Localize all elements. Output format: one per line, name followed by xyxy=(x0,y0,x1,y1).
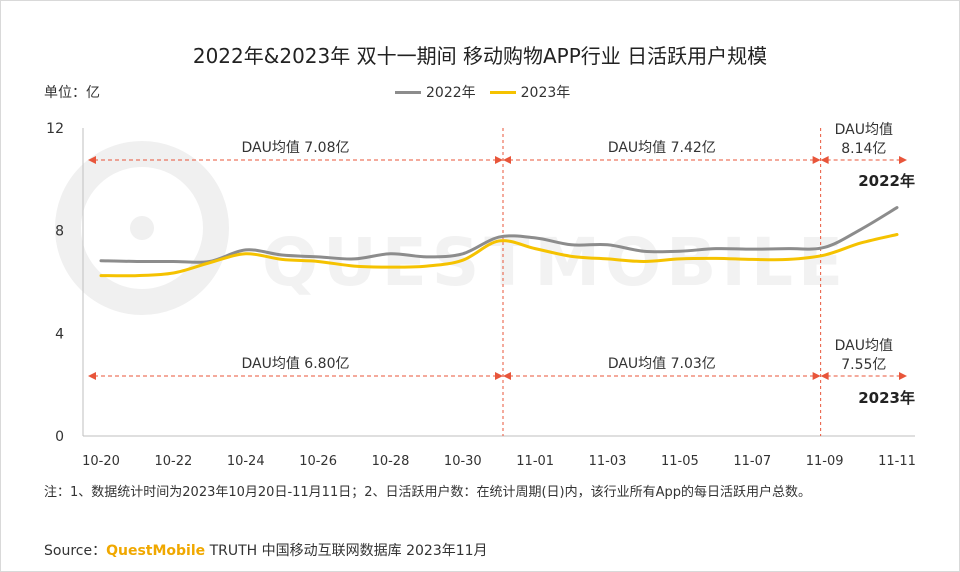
y-tick-label: 0 xyxy=(55,429,64,445)
period-mean-label-line: 7.55亿 xyxy=(841,357,886,373)
period-mean-label-bg xyxy=(233,355,358,373)
period-arrow-1-2023-arrow-left xyxy=(503,372,511,380)
period-mean-label-line: 8.14亿 xyxy=(841,141,886,157)
x-tick-label: 11-01 xyxy=(516,454,554,469)
x-tick-label: 11-05 xyxy=(661,454,699,469)
watermark-ring xyxy=(55,141,229,315)
axes: 0 4 8 12 10-20 10-22 10-24 10-26 10-28 10-30 11-01… xyxy=(46,121,916,469)
year-label-2023: 2023年 xyxy=(858,389,915,407)
series-lines xyxy=(99,206,899,278)
x-tick-label: 11-09 xyxy=(806,454,844,469)
period-mean-label-bg xyxy=(599,355,724,373)
period-mean-label: DAU均值 7.08亿 xyxy=(242,140,350,156)
period-mean-label: DAU均值 7.55亿 xyxy=(835,338,893,373)
watermark-text: QUESTMOBILE xyxy=(262,224,848,301)
period-mean-label-bg xyxy=(233,139,358,157)
x-tick-label: 10-24 xyxy=(227,454,265,469)
source-prefix: Source： xyxy=(44,543,107,559)
unit-label: 单位：亿 xyxy=(44,85,100,101)
period-mean-label: DAU均值 6.80亿 xyxy=(242,356,350,372)
period-arrow-2-2022-arrow-left xyxy=(820,156,829,164)
period-arrow-0-2023-arrow-right xyxy=(495,372,503,380)
legend-label-2023: 2023年 xyxy=(520,85,571,101)
period-mean-label: DAU均值 8.14亿 xyxy=(835,122,893,157)
legend-item-2022: 2022年 xyxy=(395,82,476,102)
x-tick-label: 10-20 xyxy=(82,454,120,469)
y-tick-label: 8 xyxy=(55,224,64,240)
legend-item-2023: 2023年 xyxy=(489,82,571,102)
period-mean-label-bg xyxy=(599,139,724,157)
watermark: QUESTMOBILE xyxy=(55,141,848,315)
footnote: 注：1、数据统计时间为2023年10月20日-11月11日；2、日活跃用户数：在… xyxy=(44,485,812,500)
x-tick-label: 11-07 xyxy=(733,454,771,469)
watermark-dot xyxy=(130,216,154,240)
period-arrow-2-2023-arrow-right xyxy=(899,372,907,380)
period-mean-label: DAU均值 7.03亿 xyxy=(608,356,716,372)
series-line-2022 xyxy=(99,206,899,264)
x-tick-label: 10-28 xyxy=(372,454,410,469)
series-line-2023 xyxy=(99,233,899,278)
period-mean-label: DAU均值 7.42亿 xyxy=(608,140,716,156)
period-arrow-1-2023-arrow-right xyxy=(812,372,821,380)
x-tick-label: 10-26 xyxy=(299,454,337,469)
x-tick-label: 10-22 xyxy=(154,454,192,469)
period-arrow-2-2023-arrow-left xyxy=(820,372,829,380)
legend: 2022年 2023年 xyxy=(395,82,570,102)
annotations: DAU均值 7.08亿 DAU均值 7.42亿 DAU均值 8.14亿 DAU均值 6.… xyxy=(88,122,915,407)
year-label-2022: 2022年 xyxy=(858,172,915,190)
period-mean-label-line: DAU均值 xyxy=(835,338,893,354)
period-arrow-1-2022-arrow-right xyxy=(812,156,821,164)
period-arrow-2-2022-arrow-right xyxy=(899,156,907,164)
source-rest: TRUTH 中国移动互联网数据库 2023年11月 xyxy=(205,543,488,559)
y-tick-label: 12 xyxy=(46,121,64,137)
period-mean-label-line: DAU均值 xyxy=(835,122,893,138)
period-arrow-0-2022-arrow-right xyxy=(495,156,503,164)
period-arrow-0-2023-arrow-left xyxy=(88,372,96,380)
x-tick-label: 11-11 xyxy=(878,454,916,469)
chart-title: 2022年&2023年 双十一期间 移动购物APP行业 日活跃用户规模 xyxy=(192,44,768,68)
y-tick-label: 4 xyxy=(55,326,64,342)
period-arrow-0-2022-arrow-left xyxy=(88,156,96,164)
period-arrow-1-2022-arrow-left xyxy=(503,156,511,164)
source-brand: QuestMobile xyxy=(106,543,206,559)
legend-swatch-2023 xyxy=(489,90,516,94)
x-tick-label: 11-03 xyxy=(589,454,627,469)
x-tick-label: 10-30 xyxy=(444,454,482,469)
source-line: Source：QuestMobile TRUTH 中国移动互联网数据库 2023… xyxy=(44,540,488,560)
legend-swatch-2022 xyxy=(395,90,421,94)
legend-label-2022: 2022年 xyxy=(426,85,476,101)
